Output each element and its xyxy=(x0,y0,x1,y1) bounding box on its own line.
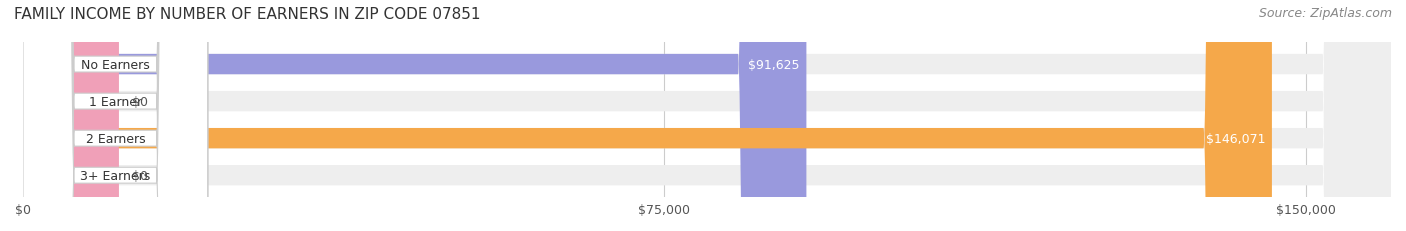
Text: 3+ Earners: 3+ Earners xyxy=(80,169,150,182)
FancyBboxPatch shape xyxy=(22,0,208,231)
Text: $0: $0 xyxy=(132,95,149,108)
FancyBboxPatch shape xyxy=(22,0,208,231)
FancyBboxPatch shape xyxy=(22,0,1391,231)
FancyBboxPatch shape xyxy=(22,0,1391,231)
FancyBboxPatch shape xyxy=(22,0,1391,231)
FancyBboxPatch shape xyxy=(22,0,208,231)
Text: No Earners: No Earners xyxy=(82,58,149,71)
FancyBboxPatch shape xyxy=(22,0,1391,231)
Text: $0: $0 xyxy=(132,169,149,182)
FancyBboxPatch shape xyxy=(22,0,118,231)
Text: 1 Earner: 1 Earner xyxy=(89,95,142,108)
FancyBboxPatch shape xyxy=(22,0,118,231)
Text: Source: ZipAtlas.com: Source: ZipAtlas.com xyxy=(1258,7,1392,20)
FancyBboxPatch shape xyxy=(22,0,208,231)
Text: $91,625: $91,625 xyxy=(748,58,800,71)
FancyBboxPatch shape xyxy=(22,0,807,231)
Text: FAMILY INCOME BY NUMBER OF EARNERS IN ZIP CODE 07851: FAMILY INCOME BY NUMBER OF EARNERS IN ZI… xyxy=(14,7,481,22)
FancyBboxPatch shape xyxy=(22,0,1272,231)
Text: $146,071: $146,071 xyxy=(1205,132,1265,145)
Text: 2 Earners: 2 Earners xyxy=(86,132,145,145)
